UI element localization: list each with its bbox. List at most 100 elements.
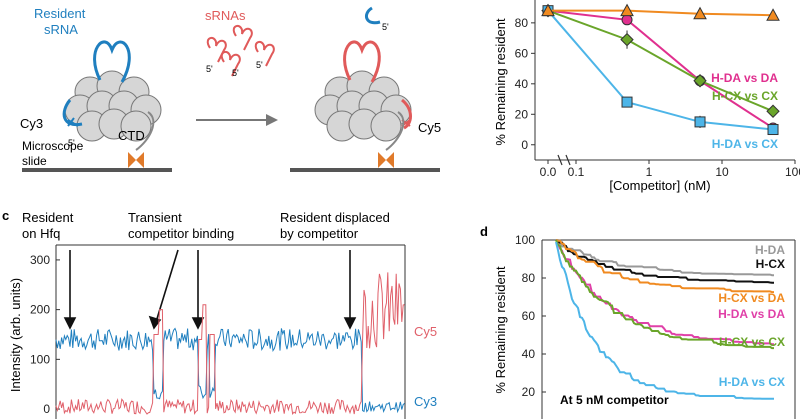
b-x-tick-label: 0.0 (540, 165, 557, 179)
b-series-group (541, 3, 780, 136)
cy3-dye-star (67, 117, 79, 127)
competitor-bound-tail (400, 98, 412, 130)
b-series-line (548, 9, 774, 17)
d-legend: H-DAH-CX H-CX vs DA H-DA vs DA H-CX vs CX H-… (718, 243, 785, 389)
d-series-line (555, 239, 774, 350)
slide-label-line2: slide (22, 154, 47, 168)
b-y-label: % Remaining resident (493, 18, 508, 146)
d-y-ticks: 20 40 60 80 100 (515, 233, 546, 399)
d-legend-item: H-CX (756, 257, 785, 271)
d-legend-item: H-CX vs CX (719, 335, 785, 349)
hfq-complex-left (64, 70, 162, 142)
d-y-tick-label: 20 (522, 385, 536, 399)
b-y-tick-label: 20 (515, 107, 529, 121)
b-point (693, 6, 707, 20)
c-annot-displaced-1: Resident displaced (280, 210, 390, 225)
b-y-tick-label: 0 (521, 138, 528, 152)
b-y-ticks: 0 20 40 60 80 (515, 16, 535, 152)
b-point (620, 3, 634, 17)
d-legend-item: H-DA vs DA (718, 307, 785, 321)
d-y-label: % Remaining resident (493, 266, 508, 394)
process-arrow-head (266, 114, 278, 126)
b-point (620, 32, 634, 47)
d-legend-item: H-DA vs CX (719, 375, 785, 389)
tether-right (378, 152, 394, 168)
resident-label-line1: Resident (34, 6, 86, 21)
c-annot-resident-1: Resident (22, 210, 74, 225)
resident-srna-strand (93, 40, 131, 83)
b-x-ticks: 0.0 0.1 1 10 100 (540, 160, 800, 179)
b-legend-hcxcx: H-CX vs CX (712, 89, 778, 103)
panel-d-label: d (480, 224, 488, 239)
b-point (621, 14, 633, 26)
panel-a-schematic: Resident sRNA sRNAs Cy3 5' CTD Microscop… (20, 6, 441, 172)
d-series-line (555, 239, 774, 294)
d-series-line (556, 239, 774, 277)
competitor-label: sRNAs (205, 8, 246, 23)
d-series-line (556, 241, 774, 284)
competitor-srnas (206, 25, 275, 77)
b-point (766, 8, 780, 21)
resident-label-line2: sRNA (44, 22, 78, 37)
b-axis-break (557, 154, 571, 166)
c-annotation-arrows (63, 249, 357, 330)
b-x-label: [Competitor] (nM) (609, 178, 710, 193)
c-series-label-cy3: Cy3 (414, 394, 437, 409)
b-x-tick-label: 100 (785, 165, 800, 179)
cy5-label: Cy5 (418, 120, 441, 135)
d-legend-item: H-CX vs DA (718, 291, 785, 305)
slide-label-line1: Microscope (22, 139, 84, 153)
c-y-label: Intensity (arb. units) (8, 278, 23, 392)
b-legend-hdacx: H-DA vs CX (712, 137, 778, 151)
prime5-left: 5' (68, 138, 75, 148)
hfq-complex-right (314, 70, 412, 142)
competitor-bound-strand (343, 40, 381, 83)
tether-left (128, 152, 144, 168)
d-legend-item: H-DA (755, 243, 785, 257)
b-point (693, 74, 707, 88)
b-x-tick-label: 0.1 (568, 165, 585, 179)
c-annot-resident-2: on Hfq (22, 226, 60, 241)
b-point (694, 116, 706, 128)
released-resident-strand (364, 6, 381, 25)
d-series-line (555, 241, 774, 400)
microscope-slide-left (22, 168, 172, 172)
panel-b-chart: % Remaining resident [Competitor] (nM) 0… (493, 0, 800, 193)
b-y-tick-label: 60 (515, 46, 529, 60)
ctd-tail-left (135, 111, 155, 151)
b-point (766, 104, 780, 118)
b-y-tick-label: 40 (515, 77, 529, 91)
prime5-comp-2: 5' (232, 68, 239, 78)
b-series-line (547, 9, 774, 113)
c-trace-cy5 (55, 272, 405, 415)
panel-c-label: c (2, 208, 9, 223)
d-y-tick-label: 80 (522, 271, 536, 285)
d-inset-text: At 5 nM competitor (560, 393, 669, 407)
b-series-line (547, 9, 774, 129)
b-point (541, 3, 555, 17)
prime5-comp-1: 5' (206, 64, 213, 74)
b-point (621, 96, 633, 108)
d-y-tick-label: 40 (522, 347, 536, 361)
microscope-slide-right (290, 168, 440, 172)
c-y-tick-label: 300 (30, 253, 50, 267)
panel-c-chart: c Resident on Hfq Transient competitor b… (2, 208, 437, 419)
c-y-tick-label: 100 (30, 352, 50, 366)
c-annot-transient-2: competitor binding (128, 226, 234, 241)
b-x-tick-label: 1 (646, 165, 653, 179)
ctd-tail-right (385, 111, 405, 151)
resident-srna-tail (62, 99, 83, 127)
c-series-label-cy5: Cy5 (414, 324, 437, 339)
d-y-tick-label: 100 (515, 233, 535, 247)
b-series-line (547, 10, 774, 131)
b-y-tick-label: 80 (515, 16, 529, 30)
prime5-released: 5' (382, 22, 389, 32)
c-annot-transient-1: Transient (128, 210, 182, 225)
ctd-label: CTD (118, 128, 145, 143)
b-x-tick-label: 10 (715, 165, 729, 179)
b-point (767, 124, 779, 136)
b-legend-hdadav: H-DA vs DA (711, 71, 778, 85)
d-y-tick-label: 60 (522, 309, 536, 323)
